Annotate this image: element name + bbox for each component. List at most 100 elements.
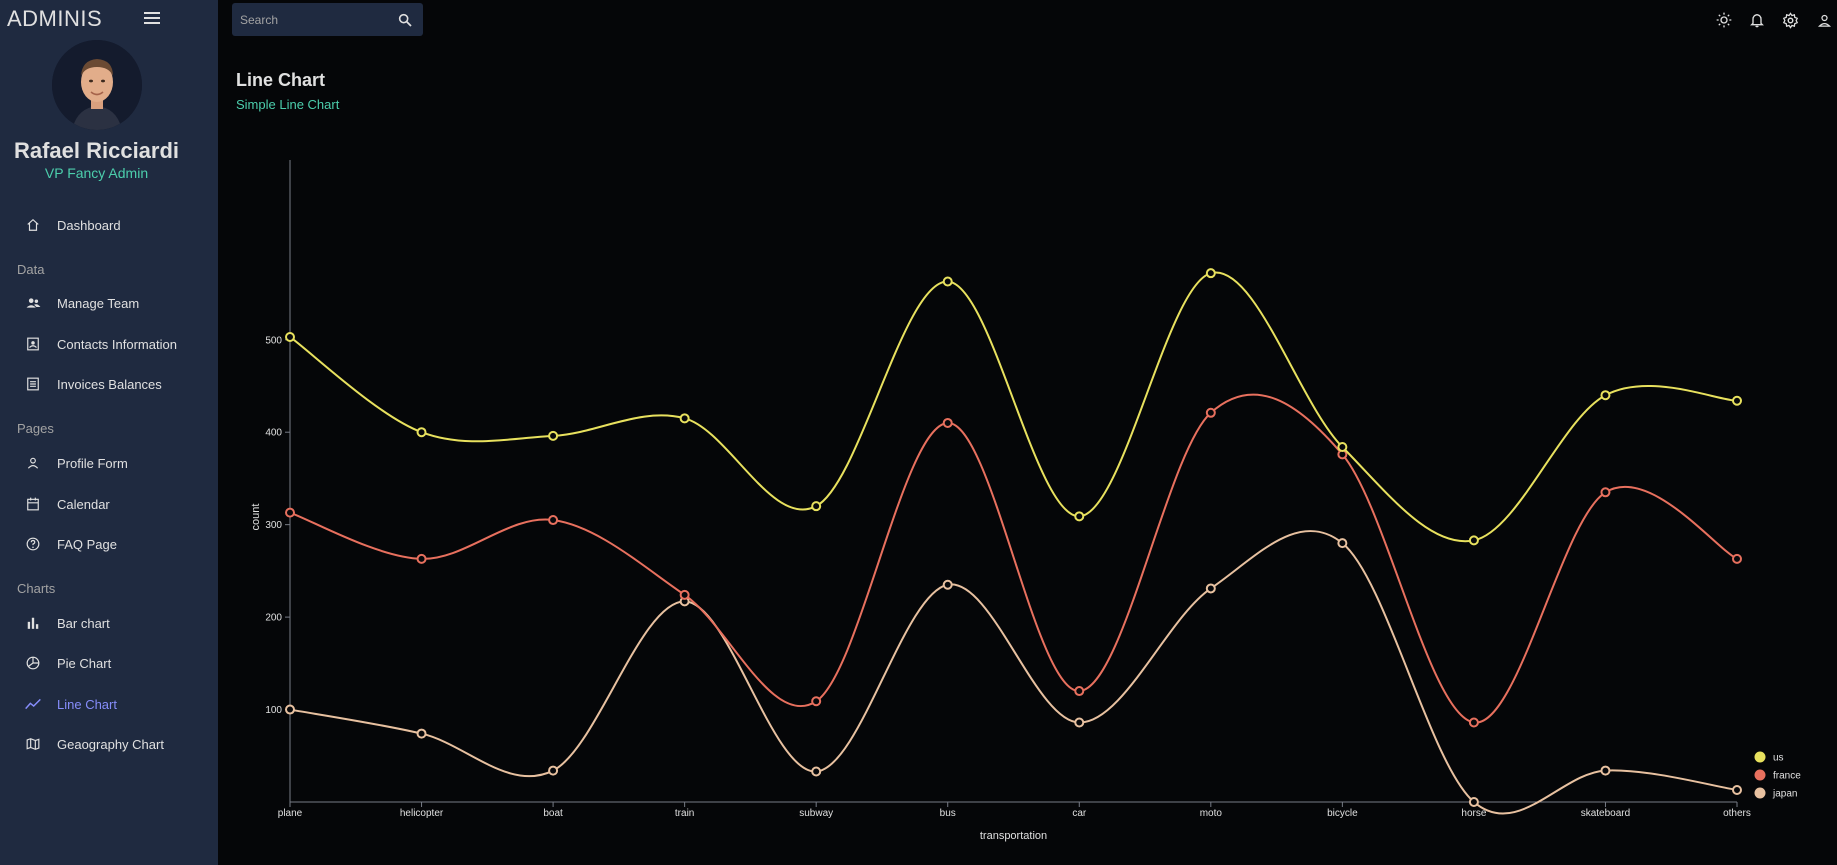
sidebar-item-label: Invoices Balances — [57, 376, 162, 392]
sidebar-item-label: Manage Team — [57, 295, 140, 311]
page-subtitle: Simple Line Chart — [236, 97, 340, 112]
data-point-us — [416, 427, 427, 438]
sidebar-section-pages: Pages — [17, 421, 54, 436]
user-role: VP Fancy Admin — [44, 165, 149, 181]
data-point-us — [811, 501, 822, 512]
data-point-japan — [285, 704, 295, 715]
sidebar: ADMINIS Rafael Ricciardi VP Fancy Admin … — [0, 0, 218, 865]
legend-label-us: us — [1773, 753, 1784, 764]
x-tick-label: plane — [278, 808, 303, 819]
data-point-france — [942, 417, 953, 428]
y-tick-label: 300 — [265, 520, 282, 531]
user-profile-icon[interactable] — [1815, 11, 1833, 29]
data-point-france — [1205, 407, 1216, 418]
data-point-japan — [1337, 538, 1348, 549]
avatar — [52, 40, 142, 130]
data-point-us — [942, 276, 953, 287]
data-point-us — [1205, 268, 1216, 279]
x-tick-label: subway — [799, 808, 833, 819]
data-point-france — [548, 515, 559, 526]
page-title: Line Chart — [236, 70, 326, 90]
data-point-us — [548, 430, 559, 441]
data-point-japan — [1600, 765, 1611, 776]
data-point-japan — [1468, 797, 1479, 807]
sidebar-item-label: Contacts Information — [57, 336, 177, 352]
pie-chart-icon — [25, 655, 41, 671]
legend-swatch-us — [1754, 751, 1766, 763]
sidebar-item-label: Pie Chart — [57, 655, 112, 671]
data-point-france — [1074, 686, 1085, 697]
data-point-france — [285, 507, 295, 518]
y-tick-label: 500 — [265, 335, 282, 346]
x-tick-label: horse — [1461, 808, 1486, 819]
search-input[interactable] — [240, 10, 390, 30]
search-icon[interactable] — [397, 12, 413, 28]
data-point-japan — [1205, 583, 1216, 594]
sidebar-item-bar-chart[interactable]: Bar chart — [0, 606, 218, 640]
sidebar-item-label: Geaography Chart — [57, 736, 164, 752]
data-point-france — [1732, 553, 1742, 564]
data-point-us — [1468, 535, 1479, 546]
brand-logo: ADMINIS — [7, 6, 103, 31]
x-tick-label: helicopter — [400, 808, 444, 819]
sidebar-item-geography-chart[interactable]: Geaography Chart — [0, 727, 218, 761]
sidebar-item-manage-team[interactable]: Manage Team — [0, 286, 218, 320]
sidebar-item-invoices[interactable]: Invoices Balances — [0, 367, 218, 401]
y-tick-label: 100 — [265, 705, 282, 716]
sidebar-item-dashboard[interactable]: Dashboard — [0, 208, 218, 242]
x-tick-label: boat — [543, 808, 563, 819]
sidebar-item-label: FAQ Page — [57, 536, 117, 552]
data-point-france — [1468, 717, 1479, 728]
sidebar-item-faq[interactable]: FAQ Page — [0, 527, 218, 561]
calendar-icon — [25, 496, 41, 512]
data-point-japan — [1074, 717, 1085, 728]
line-chart-icon — [25, 696, 41, 712]
y-axis-label: count — [250, 504, 262, 531]
settings-icon[interactable] — [1781, 11, 1799, 29]
help-icon — [25, 536, 41, 552]
x-tick-label: others — [1723, 808, 1751, 819]
x-tick-label: moto — [1200, 808, 1223, 819]
sidebar-item-label: Dashboard — [57, 217, 121, 233]
home-icon — [25, 217, 41, 233]
x-tick-label: car — [1072, 808, 1087, 819]
x-tick-label: bicycle — [1327, 808, 1358, 819]
series-line-japan — [289, 530, 1738, 815]
sidebar-section-charts: Charts — [17, 581, 56, 596]
search-box — [232, 3, 423, 36]
sidebar-item-label: Profile Form — [57, 455, 128, 471]
data-point-us — [1337, 441, 1348, 452]
data-point-us — [1074, 511, 1085, 522]
legend-label-japan: japan — [1772, 789, 1797, 800]
x-tick-label: skateboard — [1581, 808, 1630, 819]
sidebar-item-label: Bar chart — [57, 615, 110, 631]
data-point-france — [1600, 487, 1611, 498]
data-point-france — [811, 696, 822, 707]
line-chart: 100 200 300 400 500 plane helicopter boat train s… — [218, 120, 1837, 865]
x-axis-label: transportation — [980, 830, 1047, 842]
y-tick-label: 200 — [265, 613, 282, 624]
bar-chart-icon — [25, 615, 41, 631]
sidebar-section-data: Data — [17, 262, 45, 277]
legend-swatch-japan — [1754, 787, 1766, 799]
map-icon — [25, 736, 41, 752]
sidebar-item-contacts[interactable]: Contacts Information — [0, 327, 218, 361]
data-point-japan — [548, 765, 559, 776]
sidebar-item-label: Line Chart — [57, 696, 117, 712]
data-point-japan — [1732, 784, 1742, 795]
data-point-us — [285, 331, 295, 342]
sidebar-item-calendar[interactable]: Calendar — [0, 487, 218, 521]
sidebar-item-profile-form[interactable]: Profile Form — [0, 446, 218, 480]
data-point-france — [416, 553, 427, 564]
data-point-japan — [416, 728, 427, 739]
notifications-icon[interactable] — [1748, 11, 1766, 29]
light-mode-icon[interactable] — [1715, 11, 1733, 29]
menu-toggle-icon[interactable] — [144, 12, 160, 26]
sidebar-item-line-chart[interactable]: Line Chart — [0, 687, 218, 721]
invoice-icon — [25, 376, 41, 392]
sidebar-item-pie-chart[interactable]: Pie Chart — [0, 646, 218, 680]
data-point-us — [1600, 390, 1611, 401]
line-chart-svg: 100 200 300 400 500 plane helicopter boat train s… — [250, 160, 1801, 842]
sidebar-item-label: Calendar — [57, 496, 110, 512]
data-point-us — [679, 413, 690, 424]
